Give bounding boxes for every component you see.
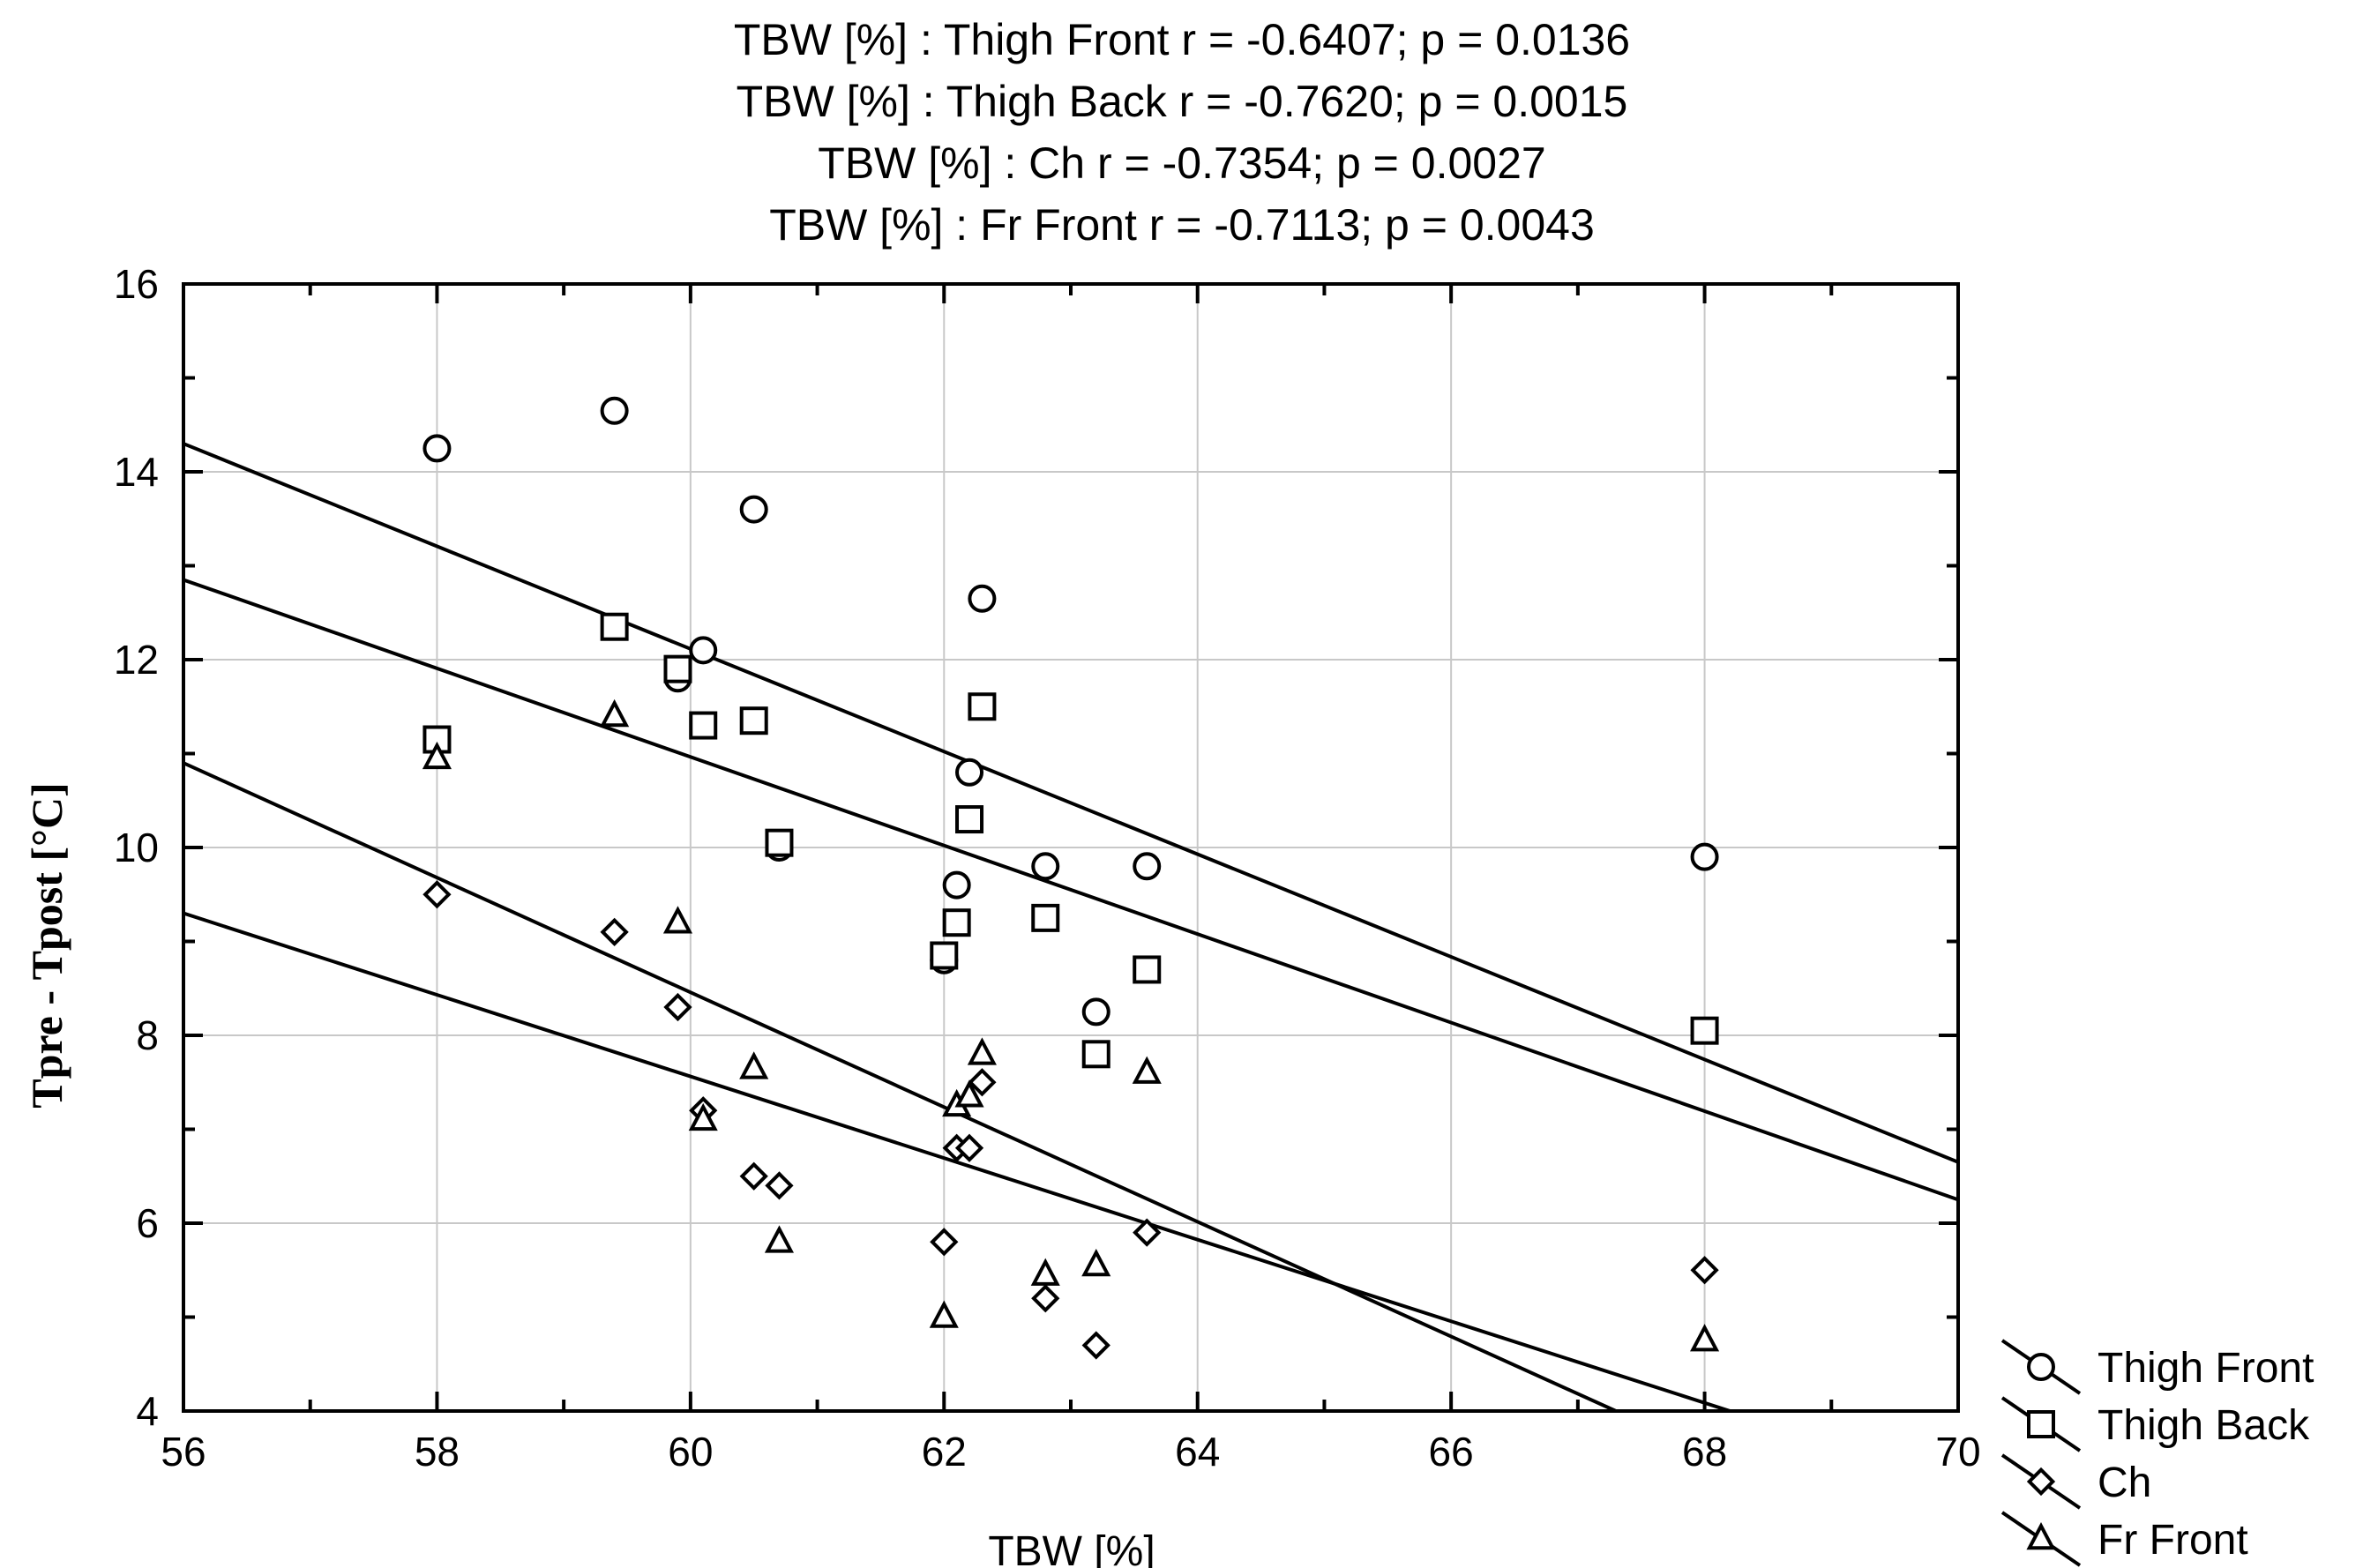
- point-thigh-front-4: [739, 495, 768, 524]
- point-thigh-back-5: [765, 828, 794, 857]
- point-fr-front-3: [688, 1102, 718, 1131]
- point-thigh-front-13: [1690, 842, 1719, 871]
- legend-label-thigh-back: Thigh Back: [2098, 1402, 2310, 1449]
- point-ch-0: [422, 880, 452, 909]
- y-tick-label-8: 8: [136, 1012, 159, 1058]
- x-tick-label-60: 60: [668, 1429, 713, 1475]
- legend-marker-ch: [2026, 1467, 2056, 1497]
- legend: Thigh Front Thigh Back Ch Fr Front: [2000, 1339, 2314, 1567]
- point-thigh-back-7: [942, 908, 971, 937]
- legend-marker-fr-front: [2026, 1522, 2056, 1550]
- legend-label-ch: Ch: [2098, 1460, 2151, 1506]
- x-tick-label-56: 56: [161, 1429, 206, 1475]
- point-fr-front-11: [1081, 1248, 1111, 1277]
- point-thigh-front-0: [422, 434, 452, 463]
- y-tick-label-14: 14: [114, 449, 159, 495]
- point-fr-front-13: [1690, 1324, 1720, 1352]
- point-thigh-back-2: [663, 654, 692, 683]
- point-fr-front-4: [739, 1051, 769, 1079]
- fit-line-thigh-front: [183, 442, 1958, 1164]
- point-fr-front-1: [600, 698, 630, 728]
- y-tick-label-16: 16: [114, 261, 159, 307]
- x-tick-label-68: 68: [1682, 1429, 1727, 1475]
- legend-label-fr-front: Fr Front: [2098, 1517, 2248, 1564]
- legend-item-ch: Ch: [2000, 1453, 2151, 1510]
- point-ch-11: [1081, 1331, 1110, 1360]
- y-tick-label-6: 6: [136, 1200, 159, 1246]
- data-points: [422, 396, 1720, 1360]
- point-ch-1: [600, 917, 629, 946]
- point-thigh-front-11: [1081, 997, 1110, 1027]
- point-fr-front-6: [929, 1300, 959, 1328]
- point-ch-6: [930, 1228, 959, 1257]
- legend-item-thigh-front: Thigh Front: [2000, 1339, 2314, 1395]
- fit-line-ch: [183, 761, 1617, 1411]
- point-thigh-back-6: [930, 941, 959, 970]
- x-tick-labels: 56 58 60 62 64 66 68 70: [161, 1429, 1980, 1475]
- legend-item-thigh-back: Thigh Back: [2000, 1396, 2310, 1452]
- x-tick-label-58: 58: [415, 1429, 460, 1475]
- point-thigh-back-3: [689, 711, 718, 740]
- point-ch-5: [765, 1171, 794, 1200]
- y-tick-label-4: 4: [136, 1388, 159, 1434]
- point-thigh-back-8: [955, 805, 984, 834]
- point-fr-front-0: [422, 741, 452, 770]
- point-fr-front-8: [954, 1079, 984, 1108]
- point-fr-front-2: [662, 906, 693, 934]
- y-tick-labels: 4 6 8 10 12 14 16: [114, 261, 159, 1434]
- point-ch-9: [968, 1068, 997, 1097]
- point-thigh-back-10: [1031, 903, 1060, 932]
- point-fr-front-5: [764, 1225, 795, 1253]
- y-axis-title: Tpre - Tpost [°C]: [22, 782, 71, 1109]
- x-tick-label-62: 62: [922, 1429, 967, 1475]
- point-ch-13: [1690, 1256, 1719, 1285]
- series-ch: [422, 880, 1719, 1360]
- chart-title: TBW [%] : Thigh Front r = -0.6407; p = 0…: [734, 15, 1630, 250]
- point-ch-10: [1031, 1284, 1060, 1313]
- point-thigh-back-12: [1133, 955, 1162, 984]
- point-fr-front-12: [1132, 1056, 1162, 1084]
- point-thigh-front-9: [968, 584, 997, 613]
- legend-item-fr-front: Fr Front: [2000, 1511, 2248, 1567]
- point-thigh-front-8: [955, 758, 984, 787]
- point-thigh-back-1: [600, 612, 629, 641]
- legend-marker-thigh-back: [2027, 1410, 2055, 1438]
- x-tick-label-64: 64: [1175, 1429, 1220, 1475]
- point-ch-8: [954, 1133, 984, 1162]
- x-tick-label-70: 70: [1935, 1429, 1980, 1475]
- title-line-thigh-front: TBW [%] : Thigh Front r = -0.6407; p = 0…: [734, 15, 1630, 64]
- title-line-fr-front: TBW [%] : Fr Front r = -0.7113; p = 0.00…: [769, 200, 1595, 250]
- point-thigh-back-4: [739, 706, 768, 735]
- point-fr-front-10: [1030, 1258, 1060, 1286]
- point-thigh-front-10: [1031, 852, 1060, 881]
- x-tick-label-66: 66: [1429, 1429, 1474, 1475]
- x-axis-title: TBW [%]: [988, 1528, 1155, 1568]
- point-ch-12: [1133, 1218, 1162, 1247]
- point-thigh-front-12: [1133, 852, 1162, 881]
- point-thigh-front-7: [942, 870, 971, 900]
- fit-line-thigh-back: [183, 578, 1958, 1202]
- title-line-thigh-back: TBW [%] : Thigh Back r = -0.7620; p = 0.…: [737, 77, 1628, 126]
- point-ch-2: [663, 992, 692, 1022]
- point-ch-4: [739, 1161, 768, 1191]
- point-thigh-front-3: [689, 636, 718, 665]
- axis-ticks: [182, 282, 1960, 1413]
- y-tick-label-12: 12: [114, 637, 159, 683]
- title-line-ch: TBW [%] : Ch r = -0.7354; p = 0.0027: [818, 138, 1545, 188]
- point-thigh-front-1: [600, 396, 629, 425]
- point-thigh-back-11: [1081, 1040, 1110, 1069]
- series-thigh-back: [422, 612, 1719, 1069]
- legend-label-thigh-front: Thigh Front: [2098, 1345, 2314, 1392]
- legend-marker-thigh-front: [2027, 1353, 2055, 1381]
- point-fr-front-9: [967, 1037, 997, 1065]
- regression-lines: [183, 442, 1958, 1411]
- point-thigh-back-9: [968, 692, 997, 721]
- y-tick-label-10: 10: [114, 825, 159, 870]
- point-thigh-back-13: [1690, 1016, 1719, 1045]
- series-fr-front: [422, 698, 1720, 1352]
